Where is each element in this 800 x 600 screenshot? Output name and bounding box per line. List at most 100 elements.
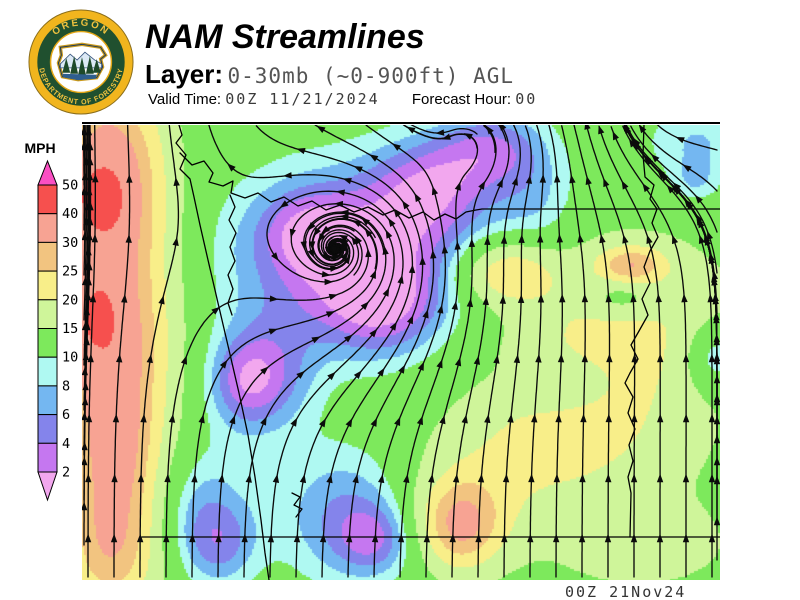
streamline-arrowhead bbox=[241, 533, 248, 543]
streamline-arrowhead bbox=[82, 381, 89, 391]
odf-logo: OREGON DEPARTMENT OF FORESTRY bbox=[28, 9, 134, 115]
layer-value: 0-30mb (~0-900ft) AGL bbox=[227, 64, 515, 88]
streamline bbox=[113, 125, 131, 578]
wind-speed-legend: 50 40 30 25 20 15 10 8 6 4 2 bbox=[37, 159, 78, 502]
streamline-arrowhead bbox=[369, 154, 379, 162]
legend-tick-label: 15 bbox=[62, 321, 78, 337]
streamline bbox=[630, 125, 718, 233]
streamline-arrowhead bbox=[406, 126, 416, 134]
streamline-arrowhead bbox=[557, 353, 565, 363]
streamline-arrowhead bbox=[528, 473, 535, 483]
streamline-arrowhead bbox=[414, 193, 422, 203]
streamline-arrowhead bbox=[708, 254, 715, 264]
streamline bbox=[573, 125, 611, 578]
legend-arrow-bottom bbox=[37, 471, 58, 502]
streamline bbox=[477, 125, 521, 578]
streamline-arrowhead bbox=[364, 228, 373, 238]
streamline-arrowhead bbox=[325, 311, 336, 318]
streamline-arrowhead bbox=[599, 234, 606, 244]
streamline-arrowhead bbox=[704, 236, 711, 246]
streamline-arrowhead bbox=[606, 353, 613, 363]
streamline-arrowhead bbox=[321, 271, 331, 278]
streamline-arrowhead bbox=[713, 355, 720, 365]
streamline-arrowhead bbox=[452, 473, 460, 483]
streamline-arrowhead bbox=[713, 336, 720, 346]
streamline-arrowhead bbox=[473, 355, 481, 365]
streamline-arrowhead bbox=[85, 126, 93, 136]
streamline-arrowhead bbox=[397, 533, 405, 543]
streamline-arrowhead bbox=[158, 295, 165, 305]
streamline-arrowhead bbox=[454, 181, 461, 191]
streamline-arrowhead bbox=[290, 417, 298, 427]
streamline-arrowhead bbox=[279, 200, 289, 208]
streamline-arrowhead bbox=[712, 295, 719, 305]
streamline bbox=[191, 217, 378, 578]
streamline-arrowhead bbox=[708, 413, 716, 423]
legend-band bbox=[37, 270, 58, 301]
streamline bbox=[314, 125, 435, 578]
streamline-arrowhead bbox=[646, 234, 653, 244]
streamline-arrowhead bbox=[313, 227, 321, 237]
streamline-arrowhead bbox=[343, 255, 351, 265]
streamline-arrowhead bbox=[630, 293, 637, 303]
streamline-arrowhead bbox=[189, 533, 196, 543]
streamline-arrowhead bbox=[682, 353, 690, 363]
streamline-arrowhead bbox=[672, 182, 682, 191]
streamline-arrowhead bbox=[713, 434, 720, 444]
forecast-hour-value: 00 bbox=[515, 90, 538, 108]
willamette-river bbox=[227, 194, 237, 316]
streamline-arrowhead bbox=[605, 473, 612, 483]
streamline-arrowhead bbox=[82, 396, 89, 406]
streamline-arrowhead bbox=[708, 473, 716, 483]
streamline-arrowhead bbox=[272, 473, 280, 483]
streamline-arrowhead bbox=[382, 245, 389, 255]
streamline-arrowhead bbox=[352, 474, 359, 484]
streamline-arrowhead bbox=[172, 236, 179, 246]
streamline-arrowhead bbox=[211, 306, 221, 315]
streamline-arrowhead bbox=[713, 396, 720, 406]
streamline-arrowhead bbox=[638, 125, 647, 134]
streamline-arrowhead bbox=[585, 175, 592, 185]
streamline-arrowhead bbox=[486, 125, 494, 135]
streamline-arrowhead bbox=[484, 414, 491, 424]
streamline-arrowhead bbox=[293, 533, 301, 543]
streamline-arrowhead bbox=[475, 533, 482, 543]
valid-time-label: Valid Time: bbox=[148, 91, 222, 108]
streamline-arrowhead bbox=[82, 366, 88, 376]
streamline-arrowhead bbox=[539, 174, 547, 183]
streamline-arrowhead bbox=[267, 533, 275, 543]
streamline-arrowhead bbox=[461, 414, 468, 424]
streamline-arrowhead bbox=[449, 533, 456, 543]
streamline-arrowhead bbox=[642, 183, 650, 193]
legend-tick-label: 10 bbox=[62, 350, 78, 366]
streamline-arrowhead bbox=[339, 213, 349, 221]
valid-time-value: 00Z 11/21/2024 bbox=[225, 90, 380, 108]
streamline-arrowhead bbox=[299, 474, 307, 484]
streamline-arrowhead bbox=[656, 413, 664, 423]
streamline-arrowhead bbox=[112, 413, 120, 423]
streamline-arrowhead bbox=[630, 473, 638, 483]
streamline-arrowhead bbox=[268, 328, 278, 335]
streamline-arrowhead bbox=[439, 415, 446, 425]
streamline bbox=[217, 211, 387, 578]
streamline-arrowhead bbox=[708, 353, 716, 363]
streamline-arrowhead bbox=[351, 236, 359, 246]
streamline-arrowhead bbox=[326, 474, 333, 484]
streamline-arrowhead bbox=[685, 200, 694, 210]
streamline bbox=[255, 125, 424, 578]
streamline-arrowhead bbox=[713, 415, 720, 425]
streamline-arrowhead bbox=[537, 233, 544, 243]
streamline-arrowhead bbox=[296, 370, 305, 379]
streamline-arrowhead bbox=[82, 456, 88, 466]
streamline-arrowhead bbox=[164, 473, 171, 483]
streamline bbox=[548, 125, 563, 578]
streamline-arrowhead bbox=[84, 291, 92, 301]
legend-band bbox=[37, 241, 58, 272]
streamline-arrowhead bbox=[518, 234, 525, 244]
legend-band bbox=[37, 184, 58, 215]
streamline-arrowhead bbox=[87, 353, 94, 363]
streamline-arrowhead bbox=[369, 269, 377, 279]
streamline-arrowhead bbox=[713, 314, 720, 324]
streamline-arrowhead bbox=[423, 533, 431, 543]
columbia-river-border bbox=[179, 152, 720, 221]
